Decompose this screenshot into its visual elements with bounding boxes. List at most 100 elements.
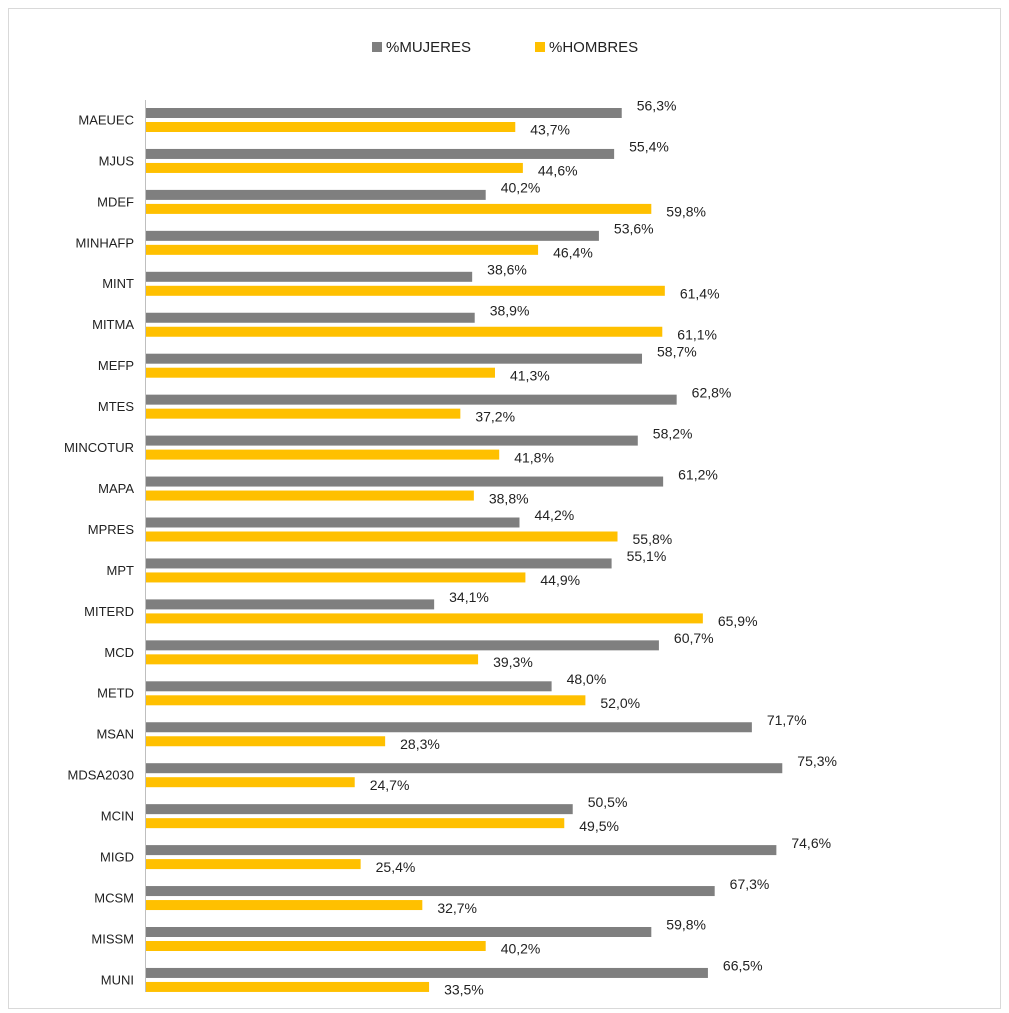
bar [146, 572, 526, 583]
chart-frame [8, 8, 1001, 1009]
value-label: 33,5% [444, 982, 484, 998]
value-label: 55,4% [629, 139, 669, 155]
value-label: 53,6% [614, 221, 654, 237]
value-label: 52,0% [600, 695, 640, 711]
category-label: MISSM [91, 931, 134, 946]
category-label: MTES [98, 399, 134, 414]
value-label: 66,5% [723, 958, 763, 974]
value-label: 49,5% [579, 818, 619, 834]
value-label: 41,3% [510, 367, 550, 383]
bar [146, 981, 430, 992]
bar [146, 394, 677, 405]
category-label: MDEF [97, 194, 134, 209]
bar [146, 148, 615, 159]
bar [146, 230, 599, 241]
bar [146, 435, 638, 446]
value-label: 65,9% [718, 613, 758, 629]
bar [146, 722, 752, 733]
legend-swatch [372, 42, 382, 52]
bar [146, 476, 664, 487]
bar [146, 353, 643, 364]
legend-label: %HOMBRES [549, 39, 638, 56]
legend-swatch [535, 42, 545, 52]
value-label: 32,7% [437, 900, 477, 916]
bar [146, 777, 355, 788]
category-label: MAPA [98, 481, 134, 496]
bar [146, 517, 520, 528]
value-label: 38,8% [489, 490, 529, 506]
bar [146, 285, 665, 296]
value-label: 75,3% [797, 753, 837, 769]
value-label: 46,4% [553, 245, 593, 261]
bar [146, 162, 523, 173]
bar [146, 927, 652, 937]
value-label: 38,9% [490, 302, 530, 318]
bar [146, 818, 565, 829]
value-label: 48,0% [567, 671, 607, 687]
category-label: MINT [102, 276, 134, 291]
category-label: MAEUEC [78, 112, 134, 127]
value-label: 59,8% [666, 917, 706, 933]
category-label: MITERD [84, 604, 134, 619]
value-label: 74,6% [791, 835, 831, 851]
value-label: 67,3% [730, 876, 770, 892]
bar [146, 736, 386, 747]
bar [146, 941, 486, 951]
bar [146, 695, 586, 706]
category-label: MUNI [101, 972, 134, 987]
value-label: 71,7% [767, 712, 807, 728]
value-label: 44,6% [538, 163, 578, 179]
value-label: 56,3% [637, 98, 677, 114]
bar [146, 326, 663, 337]
bar [146, 763, 783, 774]
bar [146, 613, 703, 624]
value-label: 40,2% [501, 180, 541, 196]
bar [146, 558, 612, 569]
value-label: 61,1% [677, 326, 717, 342]
category-label: MDSA2030 [68, 768, 134, 783]
category-label: MIGD [100, 850, 134, 865]
value-label: 39,3% [493, 654, 533, 670]
category-label: MJUS [99, 153, 135, 168]
value-label: 44,9% [540, 572, 580, 588]
bar [146, 122, 516, 132]
value-label: 60,7% [674, 630, 714, 646]
value-label: 34,1% [449, 589, 489, 605]
category-label: METD [97, 686, 134, 701]
legend-label: %MUJERES [386, 39, 471, 56]
value-label: 38,6% [487, 262, 527, 278]
bar [146, 654, 479, 665]
bar [146, 189, 486, 200]
bar [146, 271, 473, 282]
bar [146, 886, 715, 897]
value-label: 59,8% [666, 204, 706, 220]
value-label: 41,8% [514, 449, 554, 465]
category-label: MPRES [88, 522, 135, 537]
value-label: 62,8% [692, 384, 732, 400]
category-label: MSAN [96, 727, 134, 742]
value-label: 44,2% [534, 507, 574, 523]
bar [146, 108, 622, 118]
category-label: MPT [107, 563, 135, 578]
value-label: 55,8% [633, 531, 673, 547]
bar [146, 531, 618, 542]
category-label: MITMA [92, 317, 134, 332]
bar [146, 203, 652, 214]
value-label: 55,1% [627, 548, 667, 564]
bar [146, 490, 474, 501]
value-label: 28,3% [400, 736, 440, 752]
category-label: MCSM [94, 890, 134, 905]
value-label: 58,2% [653, 425, 693, 441]
value-label: 43,7% [530, 122, 570, 138]
bar [146, 640, 659, 651]
category-label: MCIN [101, 809, 134, 824]
bar [146, 859, 361, 870]
value-label: 58,7% [657, 343, 697, 359]
value-label: 61,2% [678, 466, 718, 482]
bar [146, 900, 423, 911]
value-label: 24,7% [370, 777, 410, 793]
value-label: 61,4% [680, 286, 720, 302]
bar [146, 244, 539, 255]
